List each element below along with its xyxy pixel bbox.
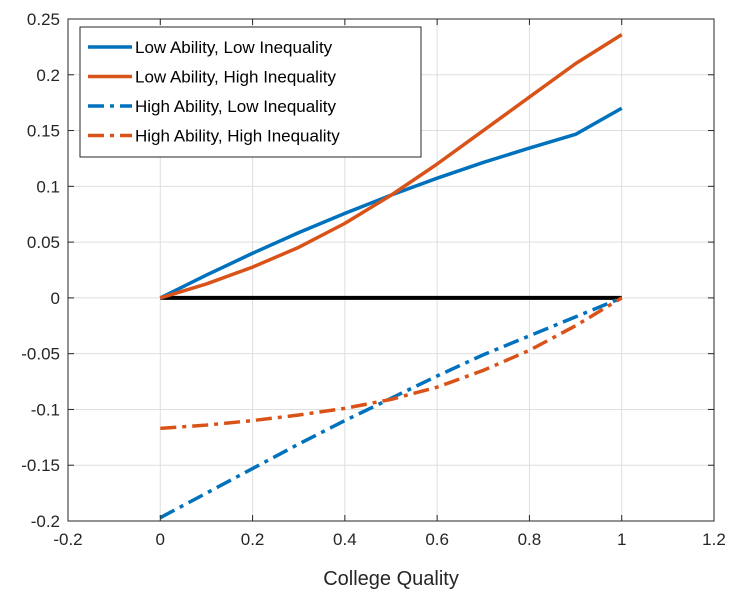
x-tick-label: -0.2 xyxy=(53,530,82,549)
x-tick-label: 0.8 xyxy=(518,530,542,549)
plot-area-border xyxy=(67,18,715,522)
series-lines xyxy=(159,33,623,520)
x-axis-title: College Quality xyxy=(323,568,459,590)
legend-box xyxy=(79,26,422,158)
series-line-3 xyxy=(160,296,623,431)
series-line-1 xyxy=(159,33,623,300)
x-tick-label: 0.2 xyxy=(241,530,265,549)
x-tick-label: 0 xyxy=(156,530,165,549)
x-tick-label: 1.2 xyxy=(702,530,726,549)
y-tick-label: 0.15 xyxy=(27,122,60,141)
y-tick-label: -0.05 xyxy=(21,345,60,364)
legend-label: High Ability, Low Inequality xyxy=(135,97,336,116)
y-tick-label: 0.05 xyxy=(27,233,60,252)
x-tick-label: 0.6 xyxy=(425,530,449,549)
y-tick-label: 0.25 xyxy=(27,10,60,29)
x-axis-ticks: -0.2 0 0.2 0.4 0.6 0.8 1 1.2 xyxy=(53,19,726,549)
x-tick-label: 1 xyxy=(617,530,626,549)
legend-label: High Ability, High Inequality xyxy=(135,127,340,146)
legend-label: Low Ability, High Inequality xyxy=(135,68,336,87)
y-axis-ticks: -0.2 -0.15 -0.1 -0.05 0 0.05 0.1 0.15 0.2 0.25 xyxy=(21,10,714,531)
y-tick-label: 0.2 xyxy=(36,66,60,85)
y-tick-label: -0.1 xyxy=(31,400,60,419)
x-tick-label: 0.4 xyxy=(333,530,357,549)
legend: Low Ability, Low Inequality Low Ability, … xyxy=(79,26,422,158)
y-tick-label: -0.15 xyxy=(21,456,60,475)
legend-label: Low Ability, Low Inequality xyxy=(135,38,333,57)
y-tick-label: 0.1 xyxy=(36,177,60,196)
y-tick-label: 0 xyxy=(51,289,60,308)
y-tick-label: -0.2 xyxy=(31,512,60,531)
